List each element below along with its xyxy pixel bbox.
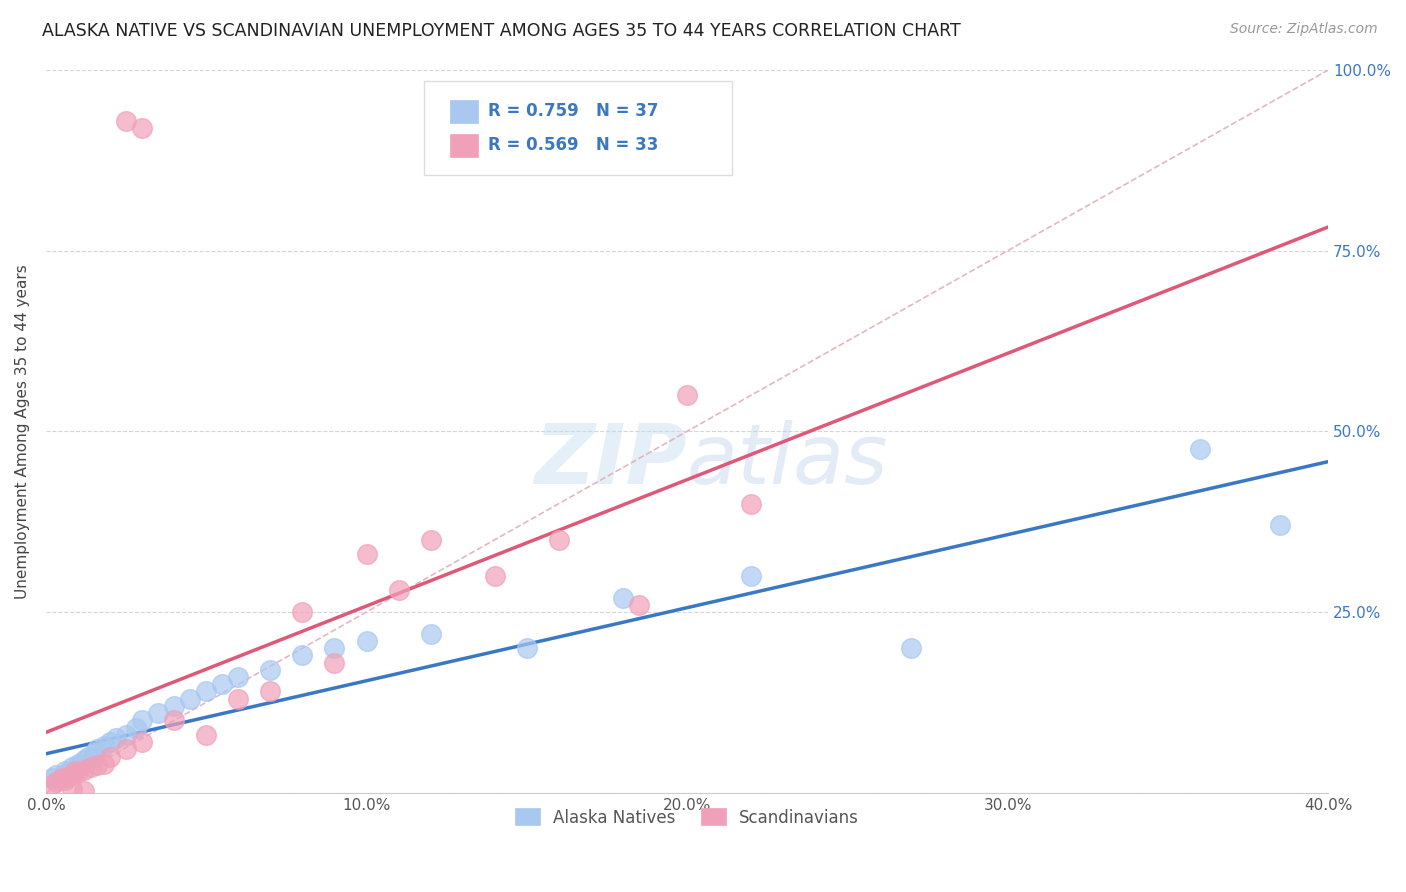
Point: [900, 641, 922, 656]
Point: [1268, 518, 1291, 533]
Y-axis label: Unemployment Among Ages 35 to 44 years: Unemployment Among Ages 35 to 44 years: [15, 264, 30, 599]
Point: [48, 772, 70, 787]
Point: [98, 749, 121, 764]
Point: [676, 388, 699, 402]
Point: [53, 764, 76, 778]
Point: [211, 677, 233, 691]
Point: [740, 497, 762, 511]
Point: [259, 663, 281, 677]
Point: [323, 641, 346, 656]
Point: [226, 691, 249, 706]
Point: [80, 760, 103, 774]
Point: [291, 605, 314, 619]
Text: ALASKA NATIVE VS SCANDINAVIAN UNEMPLOYMENT AMONG AGES 35 TO 44 YEARS CORRELATION: ALASKA NATIVE VS SCANDINAVIAN UNEMPLOYME…: [42, 22, 960, 40]
Point: [86, 758, 108, 772]
Text: atlas: atlas: [688, 420, 889, 500]
Point: [58, 765, 80, 780]
Point: [356, 547, 378, 561]
Text: R = 0.759   N = 37: R = 0.759 N = 37: [488, 103, 659, 120]
Point: [45, 767, 67, 781]
Point: [86, 742, 108, 756]
Point: [179, 691, 201, 706]
Point: [63, 764, 86, 778]
Point: [612, 591, 634, 605]
Point: [115, 113, 138, 128]
Point: [131, 714, 153, 728]
Point: [58, 770, 80, 784]
Point: [73, 784, 96, 798]
Point: [45, 774, 67, 789]
Point: [63, 763, 86, 777]
Point: [83, 746, 105, 760]
Point: [627, 598, 650, 612]
Point: [98, 735, 121, 749]
Text: Source: ZipAtlas.com: Source: ZipAtlas.com: [1230, 22, 1378, 37]
Point: [115, 728, 138, 742]
Point: [51, 771, 73, 785]
Point: [195, 728, 218, 742]
Legend: Alaska Natives, Scandinavians: Alaska Natives, Scandinavians: [506, 800, 868, 835]
Point: [226, 670, 249, 684]
Point: [66, 756, 89, 771]
Point: [51, 770, 73, 784]
Point: [131, 120, 153, 135]
Point: [73, 753, 96, 767]
Point: [356, 634, 378, 648]
Point: [115, 742, 138, 756]
Point: [1188, 442, 1211, 457]
Point: [291, 648, 314, 663]
Point: [131, 735, 153, 749]
Point: [740, 569, 762, 583]
Point: [73, 763, 96, 777]
Text: R = 0.569   N = 33: R = 0.569 N = 33: [488, 136, 658, 154]
Point: [60, 760, 83, 774]
Point: [163, 714, 186, 728]
Point: [53, 772, 76, 787]
Point: [547, 533, 569, 547]
Point: [195, 684, 218, 698]
Point: [41, 779, 63, 793]
Point: [66, 765, 89, 780]
Point: [146, 706, 169, 721]
Point: [163, 698, 186, 713]
Point: [70, 758, 93, 772]
Point: [105, 731, 128, 746]
Point: [60, 782, 83, 797]
Point: [93, 739, 115, 753]
Point: [419, 626, 441, 640]
Point: [323, 656, 346, 670]
Point: [60, 767, 83, 781]
Point: [419, 533, 441, 547]
Point: [387, 583, 409, 598]
Point: [516, 641, 538, 656]
Point: [41, 771, 63, 785]
FancyBboxPatch shape: [450, 100, 478, 123]
Point: [484, 569, 506, 583]
Point: [259, 684, 281, 698]
FancyBboxPatch shape: [425, 81, 733, 175]
Point: [76, 749, 98, 764]
Text: ZIP: ZIP: [534, 420, 688, 500]
FancyBboxPatch shape: [450, 134, 478, 157]
Point: [93, 756, 115, 771]
Point: [125, 721, 148, 735]
